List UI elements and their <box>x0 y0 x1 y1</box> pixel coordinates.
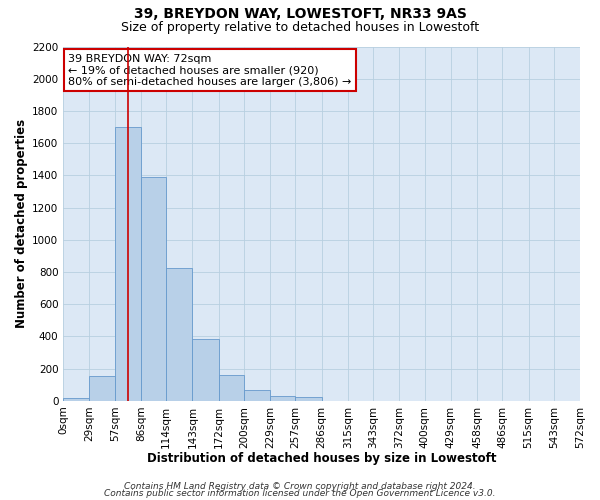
Text: 39, BREYDON WAY, LOWESTOFT, NR33 9AS: 39, BREYDON WAY, LOWESTOFT, NR33 9AS <box>134 8 466 22</box>
Bar <box>141 177 166 401</box>
X-axis label: Distribution of detached houses by size in Lowestoft: Distribution of detached houses by size … <box>147 452 496 465</box>
Text: Size of property relative to detached houses in Lowestoft: Size of property relative to detached ho… <box>121 21 479 34</box>
Bar <box>270 396 295 401</box>
Text: Contains HM Land Registry data © Crown copyright and database right 2024.: Contains HM Land Registry data © Crown c… <box>124 482 476 491</box>
Bar <box>295 397 322 401</box>
Bar <box>244 390 270 401</box>
Bar <box>115 127 141 401</box>
Bar <box>166 268 193 401</box>
Y-axis label: Number of detached properties: Number of detached properties <box>15 119 28 328</box>
Text: 39 BREYDON WAY: 72sqm
← 19% of detached houses are smaller (920)
80% of semi-det: 39 BREYDON WAY: 72sqm ← 19% of detached … <box>68 54 352 87</box>
Text: Contains public sector information licensed under the Open Government Licence v3: Contains public sector information licen… <box>104 490 496 498</box>
Bar <box>63 398 89 401</box>
Bar <box>89 376 115 401</box>
Bar <box>193 339 218 401</box>
Bar <box>218 375 244 401</box>
